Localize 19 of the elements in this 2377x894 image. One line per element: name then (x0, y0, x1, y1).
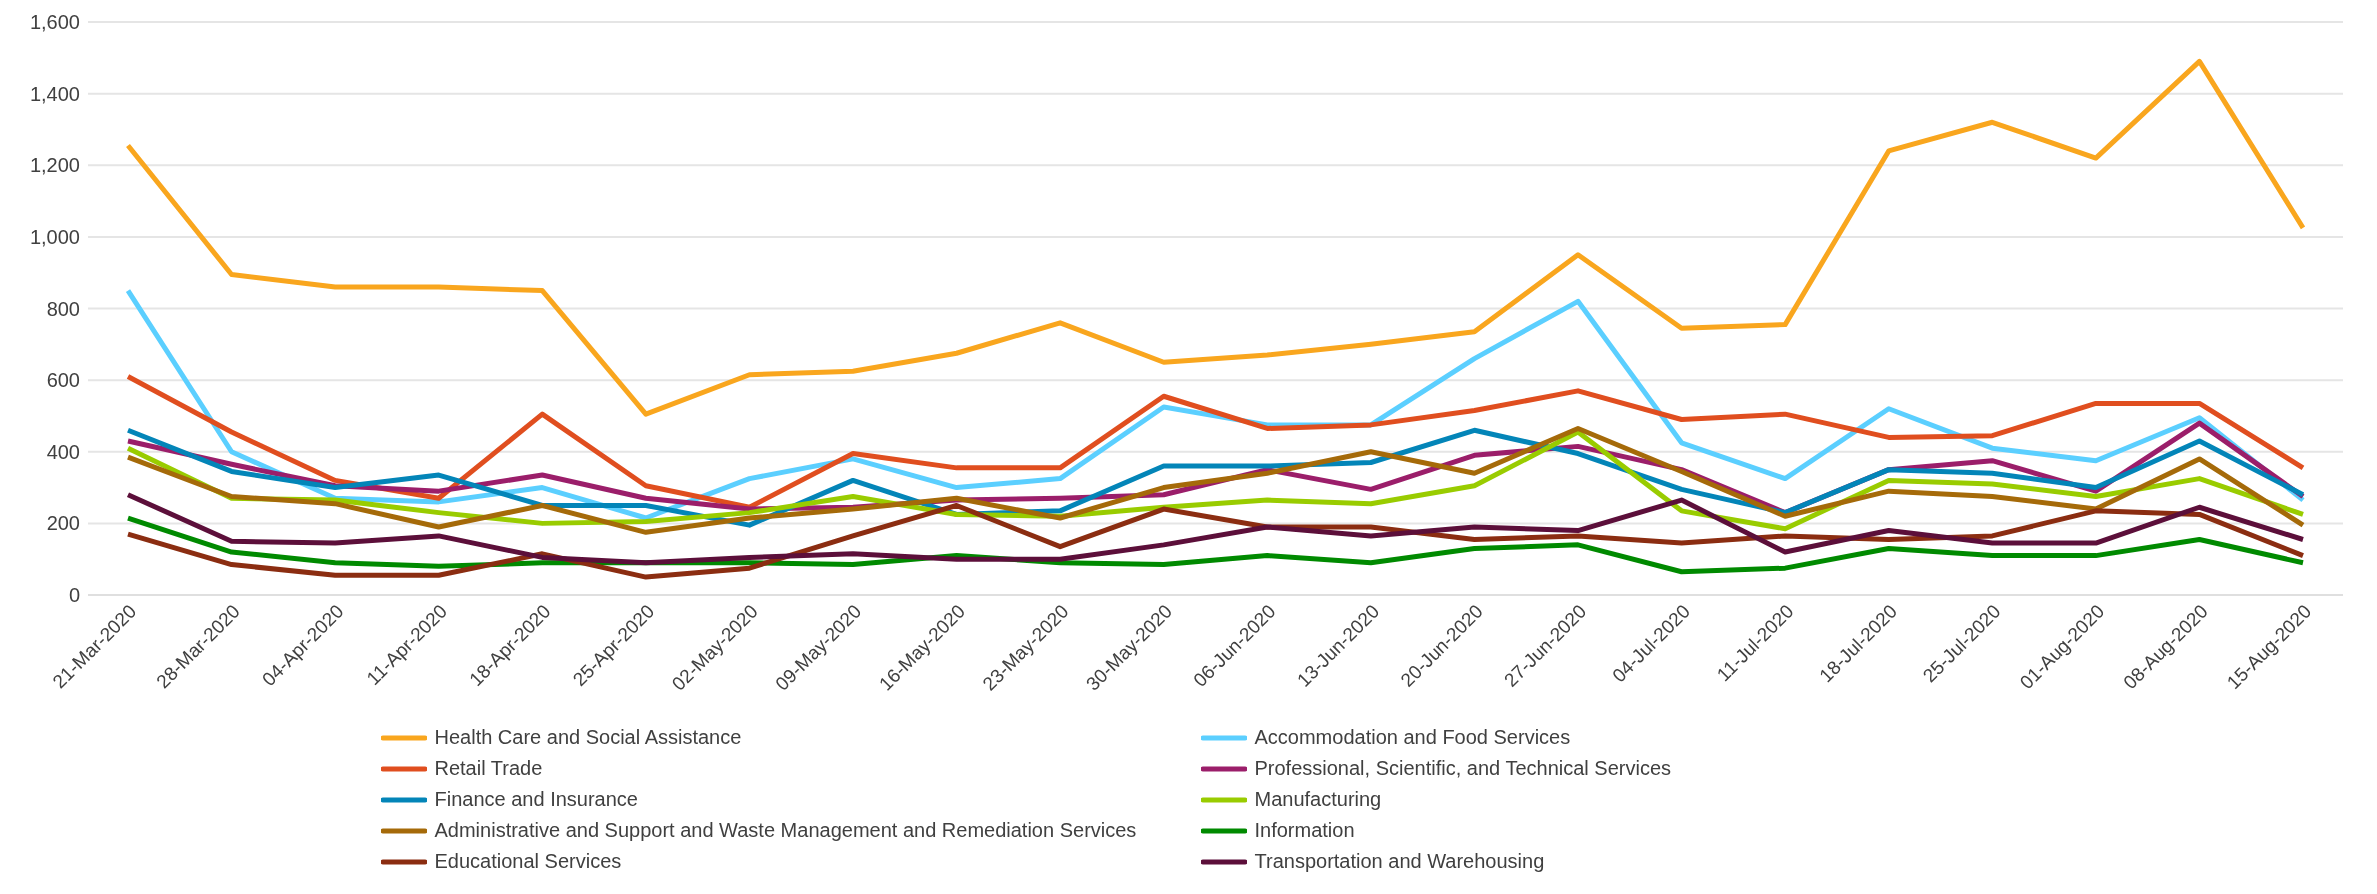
legend-label: Transportation and Warehousing (1254, 850, 1545, 873)
y-tick-label: 800 (46, 297, 80, 320)
legend-label: Information (1254, 819, 1355, 842)
y-tick-label: 400 (46, 440, 80, 463)
legend-label: Educational Services (434, 850, 622, 873)
y-tick-label: 1,600 (29, 11, 80, 34)
legend-label: Professional, Scientific, and Technical Services (1254, 757, 1672, 780)
legend-label: Accommodation and Food Services (1254, 726, 1571, 749)
legend-label: Retail Trade (434, 757, 543, 780)
y-tick-label: 600 (46, 369, 80, 392)
legend-label: Health Care and Social Assistance (434, 726, 742, 749)
y-tick-label: 1,000 (29, 225, 80, 248)
legend-label: Finance and Insurance (434, 788, 638, 811)
legend-label: Administrative and Support and Waste Management and Remediation Services (434, 819, 1137, 842)
y-tick-label: 1,200 (29, 154, 80, 177)
legend-label: Manufacturing (1254, 788, 1382, 811)
y-tick-label: 1,400 (29, 82, 80, 105)
y-tick-label: 200 (46, 512, 80, 535)
y-tick-label: 0 (68, 584, 80, 607)
